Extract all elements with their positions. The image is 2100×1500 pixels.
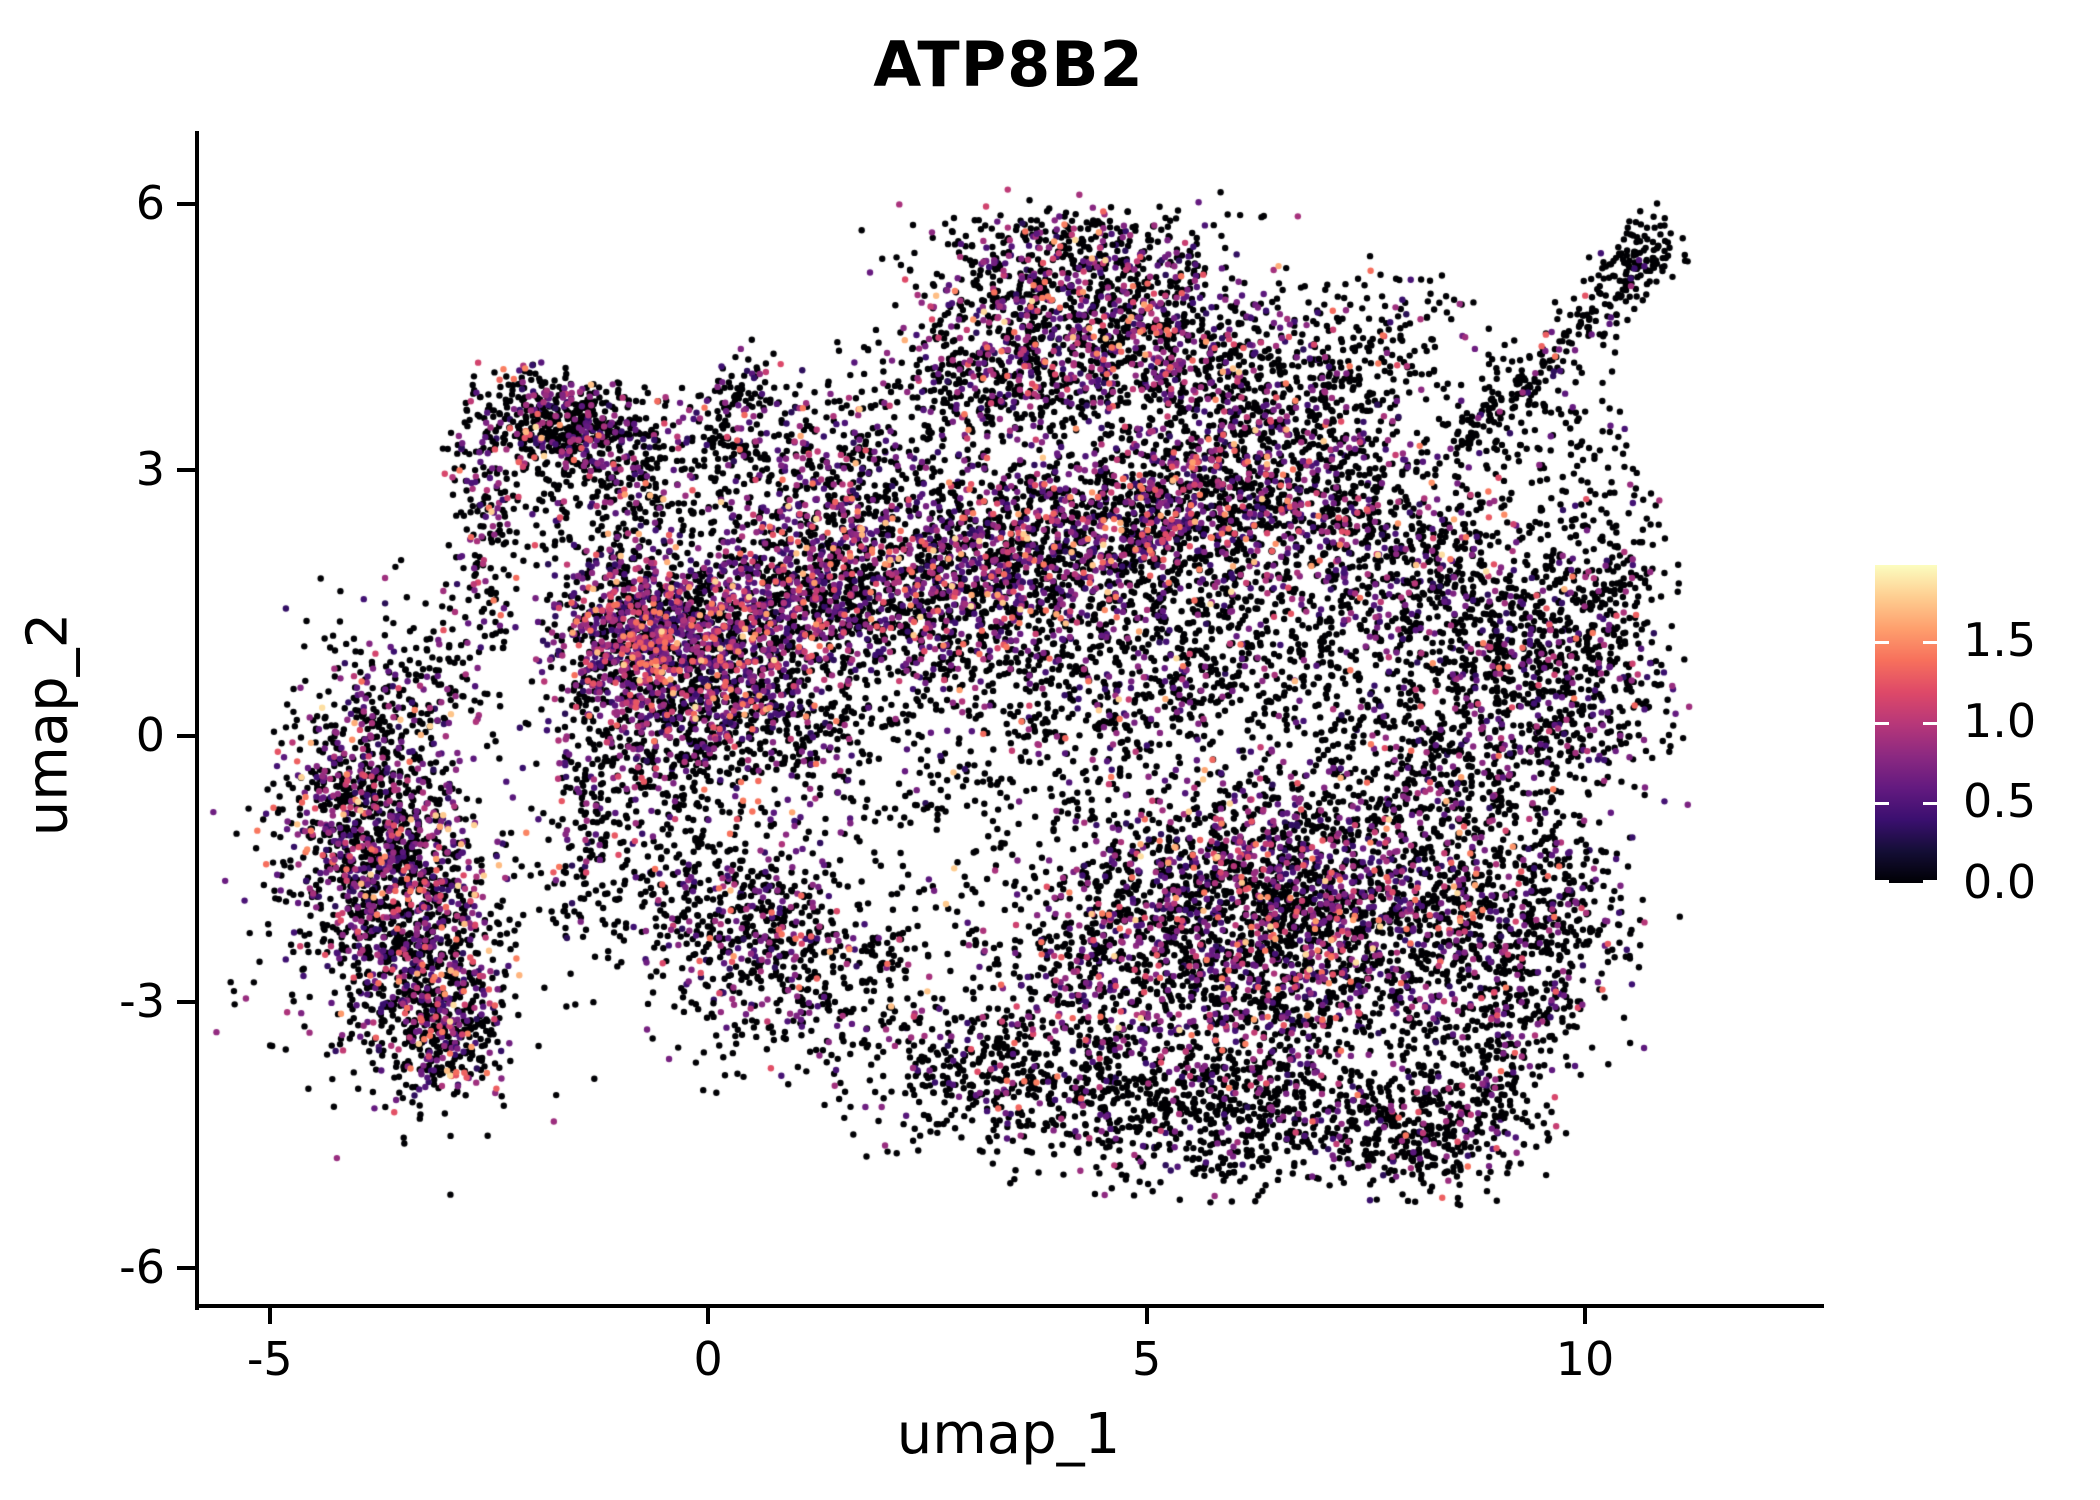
y-tick-mark [177,999,195,1004]
y-tick-label: 0 [135,707,165,762]
colorbar-tick-label: 0.5 [1963,774,2037,829]
colorbar-tick-mark [1923,802,1937,806]
x-tick-label: 5 [1131,1332,1162,1386]
colorbar-legend: 0.0 0.5 1.0 1.5 [1875,565,2036,909]
colorbar-tick-mark [1875,721,1889,725]
colorbar-tick-mark [1875,880,1889,883]
x-tick-label: 10 [1555,1332,1615,1386]
y-axis-label: umap_2 [15,612,81,837]
colorbar-tick-mark [1923,641,1937,645]
y-tick-mark [177,1265,195,1270]
colorbar-tick-label: 0.0 [1963,855,2037,909]
y-tick-label: -3 [119,973,165,1028]
colorbar-tick-label: 1.0 [1963,693,2037,748]
y-tick-mark [177,201,195,206]
y-axis-spine [195,131,199,1310]
x-axis-label: umap_1 [896,1402,1121,1467]
colorbar-tick-mark [1923,721,1937,725]
y-tick-label: 3 [135,441,165,496]
x-tick-mark [1583,1308,1587,1324]
colorbar-tick-label: 1.5 [1963,613,2037,668]
y-tick-mark [177,467,195,472]
colorbar-tick-mark [1923,880,1937,883]
x-tick-mark [267,1308,272,1324]
colorbar-tick-mark [1875,641,1889,645]
plot-title: ATP8B2 [873,28,1144,101]
y-tick-label: 6 [135,175,165,230]
x-tick-mark [706,1308,711,1324]
x-axis-spine [195,1304,1824,1308]
y-tick-label: -6 [119,1239,165,1294]
colorbar-tick-mark [1875,802,1889,806]
x-tick-mark [1144,1308,1149,1324]
x-tick-label: -5 [246,1332,293,1386]
y-tick-mark [177,733,195,738]
x-tick-label: 0 [693,1332,723,1386]
